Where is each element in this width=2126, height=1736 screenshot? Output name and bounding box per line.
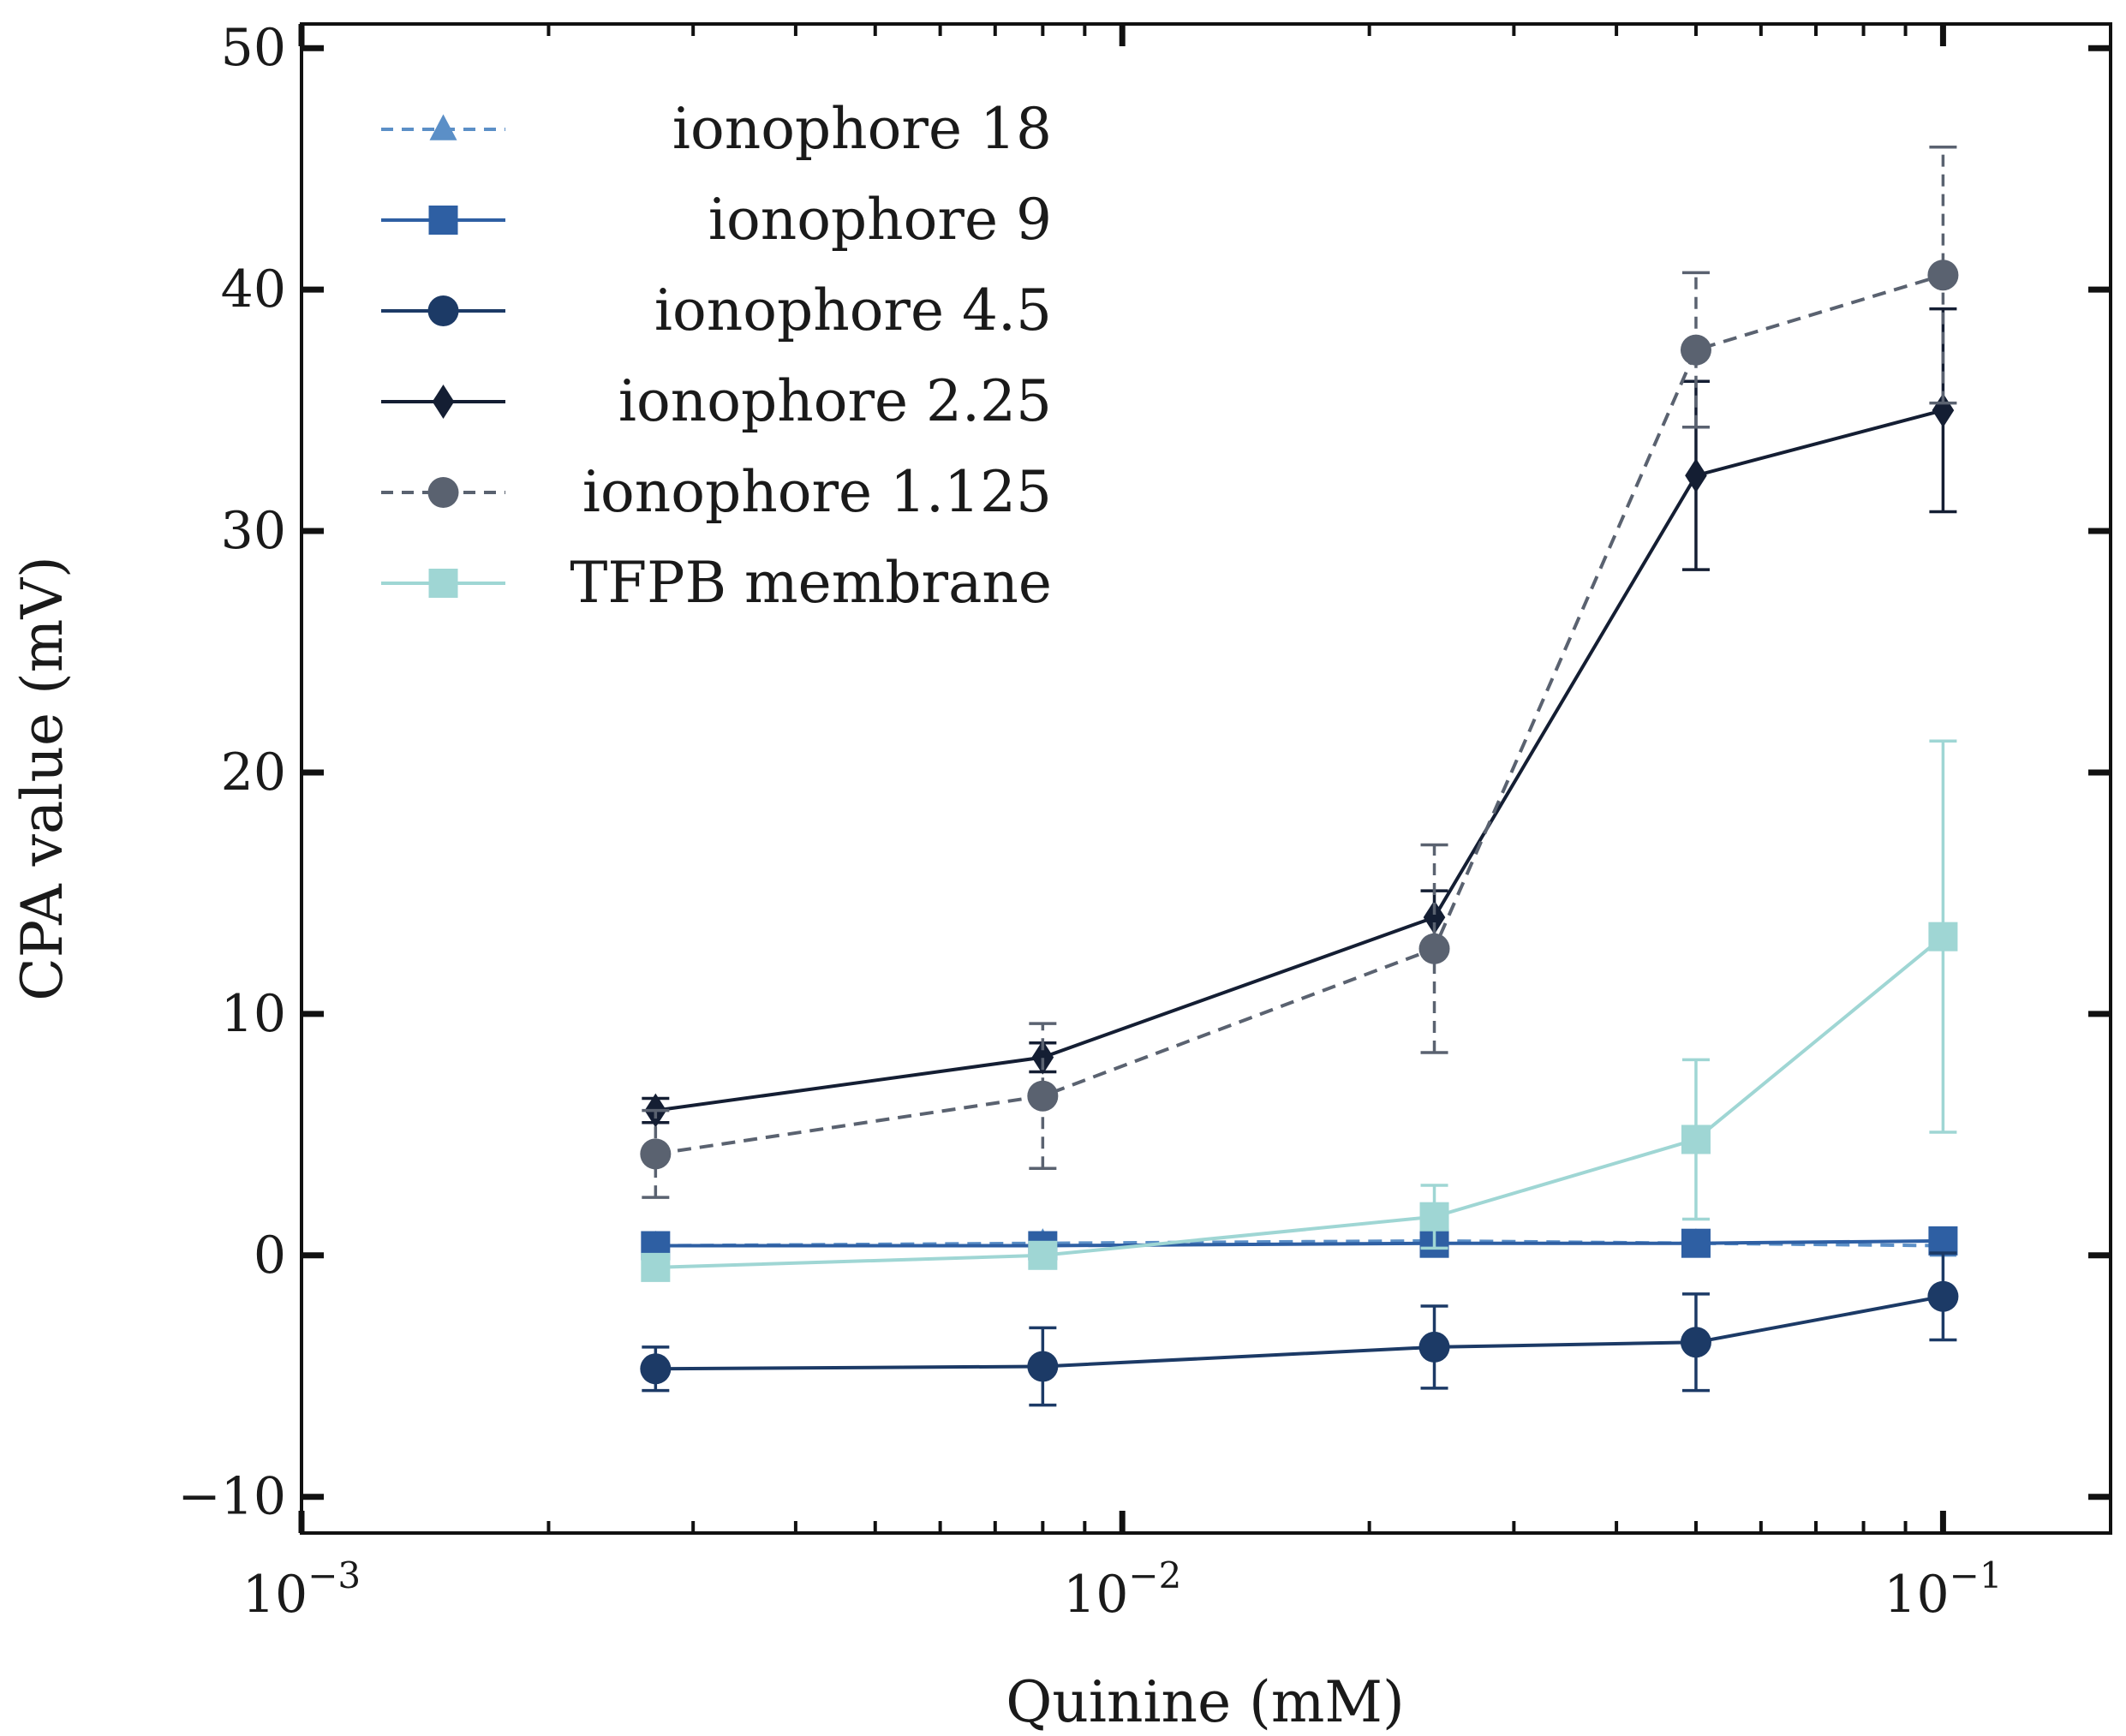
y-tick-label: 20 [221,743,286,802]
legend-label: ionophore 9 [708,187,1052,253]
legend-marker [429,114,457,140]
legend-marker [432,385,455,419]
legend-marker [428,569,458,598]
y-tick-label: 40 [221,260,286,319]
series-ionophore-1-125 [640,146,1959,1199]
series-line [655,1294,1944,1371]
legend-entry: ionophore 2.25 [381,368,1052,434]
legend-label: ionophore 1.125 [582,459,1052,525]
data-point [1028,1240,1058,1270]
series-tfpb-membrane [641,739,1958,1282]
data-point [1927,1280,1959,1312]
x-axis-label: Quinine (mM) [1006,1669,1405,1735]
data-point [1928,922,1958,952]
legend-label: TFPB membrane [570,550,1052,616]
legend-marker [427,295,459,326]
y-tick-label: 10 [221,984,286,1044]
series-layer [640,146,1959,1407]
x-tick-label: 10−3 [242,1554,361,1625]
legend-entry: ionophore 9 [381,187,1052,253]
data-point [640,1353,672,1385]
data-point [1418,933,1450,964]
data-point [1027,1351,1059,1382]
legend-entry: ionophore 1.125 [381,459,1052,525]
data-point [1680,1327,1711,1358]
data-point [1419,1202,1449,1232]
series-ionophore-4-5 [640,1251,1959,1407]
series-line [655,935,1944,1269]
legend-label: ionophore 2.25 [618,368,1052,434]
data-point [1928,1226,1958,1256]
legend: ionophore 18 ionophore 9 ionophore 4.5 iono… [381,96,1052,616]
data-point [1685,458,1707,493]
data-point [1031,1040,1054,1075]
data-point [640,1138,672,1170]
tick-layer: −10 0 10 20 30 40 50 10−3 10−2 10−1 [177,18,2111,1625]
plot-frame [300,22,2112,1535]
x-tick-label: 10−2 [1063,1554,1181,1625]
legend-entry: ionophore 4.5 [381,277,1052,343]
x-tick-label: 10−1 [1884,1554,2002,1625]
data-point [1681,1228,1711,1258]
data-point [1680,334,1711,366]
data-point [1423,900,1446,935]
y-axis-label: CPA value (mV) [9,556,75,1001]
data-point [1027,1080,1059,1112]
y-tick-label: 0 [254,1226,286,1286]
data-point [1927,260,1959,291]
y-tick-label: −10 [177,1467,286,1527]
y-tick-label: 30 [221,501,286,561]
data-point [1418,1331,1450,1363]
data-point [1681,1125,1711,1154]
legend-marker [427,477,459,508]
data-point [641,1252,671,1282]
legend-entry: TFPB membrane [381,550,1052,616]
legend-label: ionophore 18 [672,96,1052,162]
legend-marker [428,206,458,235]
legend-label: ionophore 4.5 [654,277,1052,343]
y-tick-label: 50 [221,18,286,78]
legend-entry: ionophore 18 [381,96,1052,162]
